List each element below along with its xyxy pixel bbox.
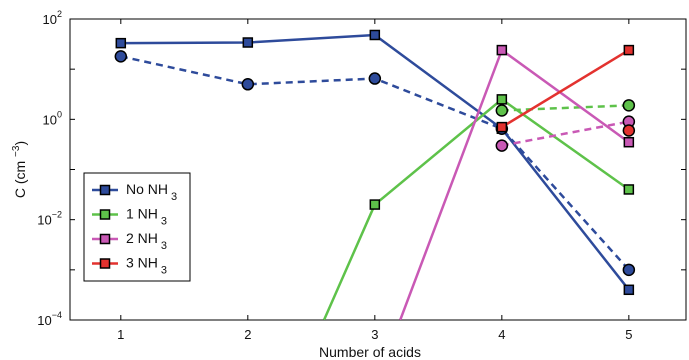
- x-axis-title: Number of acids: [319, 344, 421, 360]
- series-line: [501, 104, 629, 112]
- legend-entry: 2 NH 3: [92, 230, 167, 252]
- legend-label: 2 NH 3: [126, 230, 167, 252]
- series-line: [501, 120, 630, 147]
- series-7: [622, 124, 636, 137]
- legend-entry: 3 NH 3: [92, 255, 167, 277]
- y-axis-title: C (cm −3): [11, 141, 28, 198]
- data-point-square: [623, 284, 635, 296]
- data-point-square: [242, 37, 254, 48]
- data-point-square: [623, 184, 635, 195]
- x-tick-label: 3: [371, 327, 378, 342]
- y-tick-label: 10−4: [37, 310, 62, 328]
- data-point-circle: [622, 99, 636, 112]
- series-layer: [114, 29, 636, 320]
- data-point-square: [369, 29, 381, 41]
- legend-entry: 1 NH 3: [92, 206, 167, 228]
- data-point-circle: [241, 78, 255, 91]
- x-tick-label: 1: [117, 327, 124, 342]
- series-1: [114, 50, 636, 277]
- series-line: [501, 49, 630, 129]
- series-line: [399, 48, 630, 320]
- data-point-square: [623, 136, 635, 148]
- ticks-layer: 1 2 3 4 5 102 100 10−2 10−4 Number of acids C (cm …: [11, 9, 686, 360]
- y-tick-label: 100: [43, 109, 62, 127]
- data-point-circle: [368, 72, 382, 85]
- legend-label: 1 NH 3: [126, 206, 167, 228]
- series-2: [322, 94, 635, 320]
- series-3: [495, 99, 636, 117]
- data-point-square: [496, 94, 508, 105]
- legend-entry: No NH 3: [92, 181, 177, 203]
- series-4: [399, 44, 635, 320]
- x-tick-label: 2: [244, 327, 251, 342]
- legend-label: No NH 3: [126, 181, 177, 203]
- data-point-square: [496, 44, 508, 56]
- data-point-square: [115, 37, 127, 49]
- x-tick-label: 5: [625, 327, 632, 342]
- data-point-square: [369, 199, 381, 210]
- data-point-circle: [495, 104, 509, 117]
- legend-marker: [99, 184, 111, 196]
- data-point-circle: [622, 124, 636, 137]
- data-point-square: [496, 121, 508, 133]
- legend-label: 3 NH 3: [126, 255, 167, 277]
- data-point-circle: [495, 139, 509, 152]
- series-line: [322, 97, 630, 320]
- data-point-circle: [622, 263, 636, 277]
- legend: No NH 3 1 NH 32 NH 3 3 NH 3: [83, 172, 191, 282]
- y-tick-label: 102: [43, 9, 62, 27]
- y-tick-label: 10−2: [37, 210, 62, 228]
- data-point-square: [623, 44, 635, 56]
- legend-marker: [99, 258, 111, 269]
- series-6: [496, 44, 635, 133]
- x-tick-label: 4: [498, 327, 505, 342]
- data-point-circle: [114, 50, 128, 63]
- legend-marker: [99, 209, 111, 220]
- series-0: [115, 29, 635, 296]
- legend-marker: [99, 233, 111, 245]
